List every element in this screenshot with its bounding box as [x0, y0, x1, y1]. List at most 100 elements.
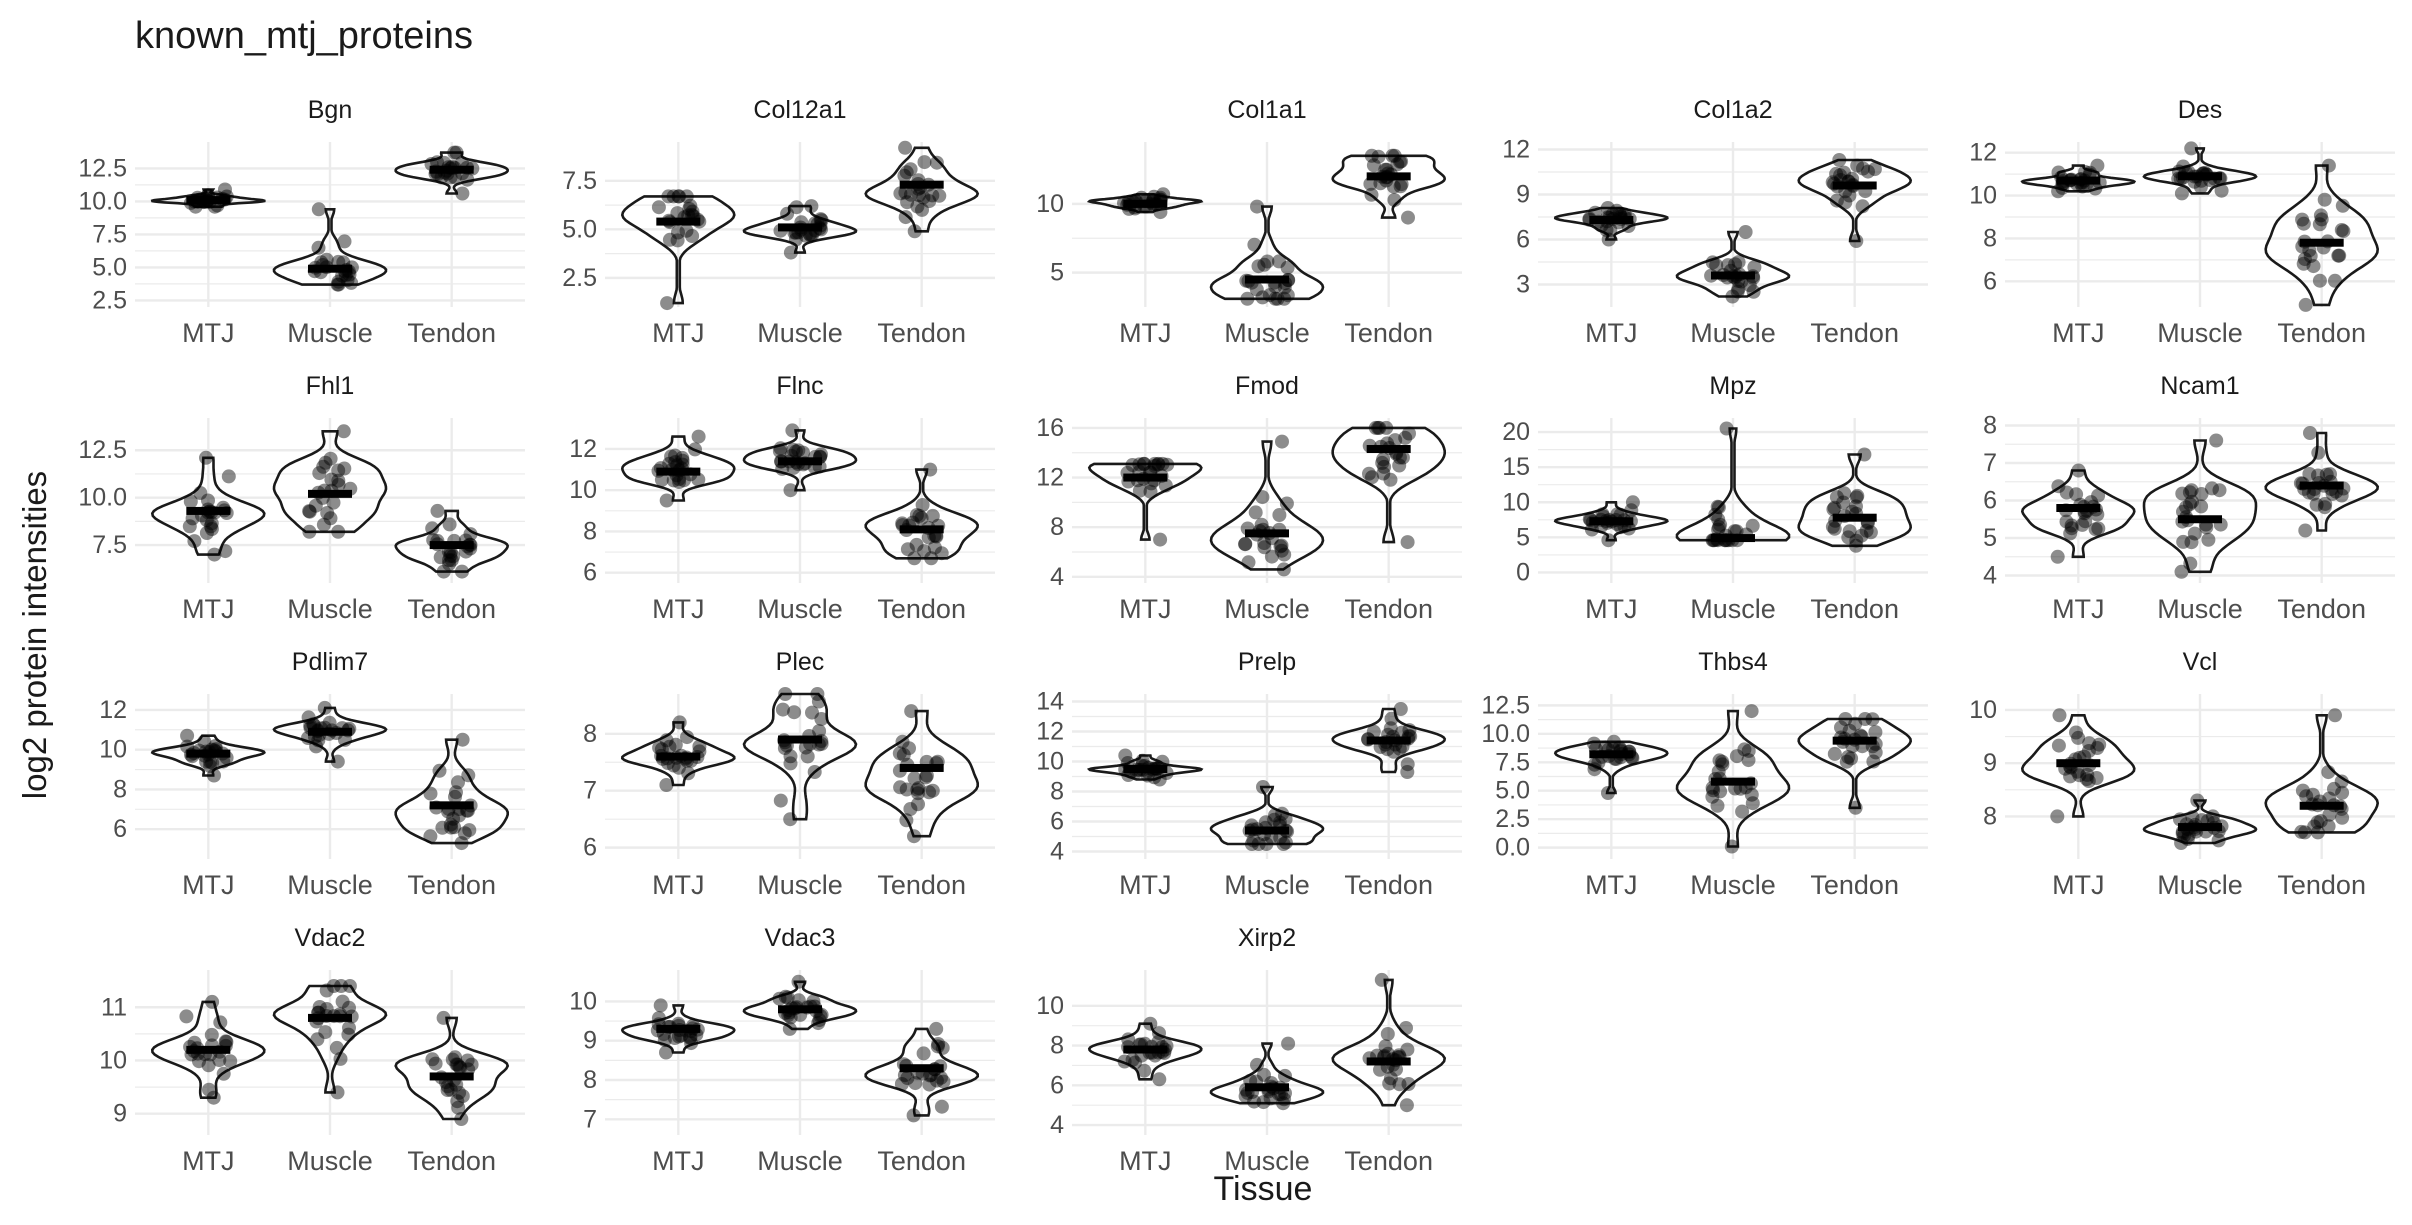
data-point: [436, 564, 451, 579]
data-point: [2214, 183, 2229, 198]
data-point: [1709, 258, 1724, 273]
data-point: [803, 228, 818, 243]
data-point: [218, 1034, 233, 1049]
y-tick-label: 9: [1516, 181, 1530, 209]
data-point: [898, 210, 913, 225]
data-point: [1147, 459, 1162, 473]
x-tick-label: Tendon: [2277, 318, 2366, 348]
data-point: [312, 466, 327, 481]
data-point: [1711, 764, 1726, 779]
data-point: [223, 1054, 238, 1069]
data-point: [789, 200, 804, 215]
data-point: [1380, 1027, 1395, 1041]
data-point: [442, 553, 456, 568]
data-point: [1276, 837, 1291, 851]
data-point: [1387, 193, 1402, 207]
data-point: [203, 519, 218, 534]
data-point: [1713, 784, 1728, 799]
data-point: [311, 733, 326, 748]
data-point: [804, 199, 819, 214]
data-point: [1865, 712, 1880, 727]
data-point: [1153, 205, 1168, 220]
violin-tendon: [1797, 158, 1913, 243]
data-point: [902, 741, 916, 756]
x-tick-label: Tendon: [1344, 1146, 1433, 1176]
data-point: [1152, 1072, 1167, 1087]
data-point: [2091, 488, 2106, 503]
data-point: [1725, 289, 1740, 304]
violin-muscle: [2142, 439, 2258, 574]
data-point: [681, 766, 696, 781]
data-point: [791, 974, 806, 989]
data-point: [2190, 793, 2205, 808]
data-point: [1375, 455, 1390, 470]
data-point: [301, 710, 316, 725]
data-point: [334, 979, 349, 993]
median-bar: [186, 1045, 231, 1054]
x-tick-label: MTJ: [182, 318, 234, 348]
data-point: [786, 442, 801, 457]
data-point: [934, 1070, 948, 1085]
data-point: [2194, 487, 2209, 501]
data-point: [1735, 804, 1750, 819]
violin-muscle: [272, 984, 388, 1094]
data-point: [916, 190, 931, 205]
x-tick-label: Muscle: [757, 870, 843, 900]
data-point: [1118, 748, 1133, 763]
data-point: [929, 1073, 944, 1088]
data-point: [1849, 490, 1864, 505]
data-point: [2212, 483, 2227, 498]
facet-panel-col12a1: 2.5 5.0 7.5 MTJ Muscle Tendon Col12a1: [562, 96, 995, 348]
data-point: [1861, 164, 1875, 179]
y-tick-label: 8: [583, 1066, 597, 1094]
data-point: [1584, 522, 1599, 537]
y-tick-label: 4: [1050, 563, 1064, 591]
data-point: [904, 704, 919, 719]
x-tick-label: MTJ: [2052, 870, 2104, 900]
data-point: [319, 252, 334, 267]
data-point: [662, 232, 677, 247]
median-bar: [899, 763, 944, 772]
data-point: [2297, 252, 2312, 267]
median-bar: [2178, 515, 2222, 524]
y-tick-label: 7: [583, 777, 597, 805]
data-point: [1837, 165, 1851, 180]
median-bar: [656, 467, 701, 476]
x-tick-label: Tendon: [1810, 594, 1899, 624]
facet-title: Fmod: [1235, 372, 1299, 400]
data-point: [187, 534, 202, 549]
data-point: [464, 1057, 479, 1072]
data-point: [2050, 809, 2065, 824]
facet-title: Plec: [776, 648, 825, 676]
data-point: [1278, 835, 1293, 850]
data-point: [2071, 730, 2086, 745]
y-tick-label: 9: [1983, 749, 1997, 777]
data-point: [335, 994, 350, 1009]
data-point: [1272, 815, 1287, 830]
x-tick-label: Muscle: [1224, 1146, 1310, 1176]
data-point: [2313, 208, 2328, 223]
data-point: [2181, 828, 2196, 842]
x-tick-label: Muscle: [757, 1146, 843, 1176]
data-point: [1257, 1067, 1271, 1082]
data-point: [2296, 216, 2311, 231]
x-tick-label: Tendon: [877, 870, 966, 900]
data-point: [813, 212, 828, 227]
data-point: [1281, 1036, 1296, 1051]
data-point: [2183, 497, 2197, 511]
data-point: [2334, 774, 2349, 789]
data-point: [2325, 486, 2340, 501]
data-point: [899, 782, 914, 797]
data-point: [1238, 536, 1253, 551]
data-point: [1274, 543, 1289, 558]
median-bar: [778, 1005, 822, 1014]
data-point: [675, 450, 690, 465]
data-point: [2297, 825, 2312, 840]
data-point: [672, 189, 687, 204]
data-point: [442, 517, 457, 532]
data-point: [659, 733, 674, 748]
x-tick-label: Tendon: [1810, 870, 1899, 900]
data-point: [662, 456, 677, 471]
data-point: [455, 186, 470, 201]
violin-muscle: [1209, 1042, 1325, 1105]
